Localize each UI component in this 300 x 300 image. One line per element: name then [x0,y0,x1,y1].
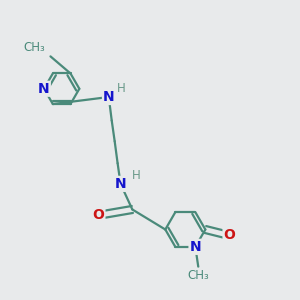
Text: N: N [103,90,115,104]
Text: O: O [224,228,236,242]
Text: O: O [92,208,104,222]
Text: H: H [131,169,140,182]
Text: CH₃: CH₃ [23,41,45,54]
Text: N: N [115,177,126,191]
Text: N: N [38,82,50,96]
Text: N: N [190,240,201,254]
Text: H: H [117,82,125,95]
Text: CH₃: CH₃ [188,268,209,282]
